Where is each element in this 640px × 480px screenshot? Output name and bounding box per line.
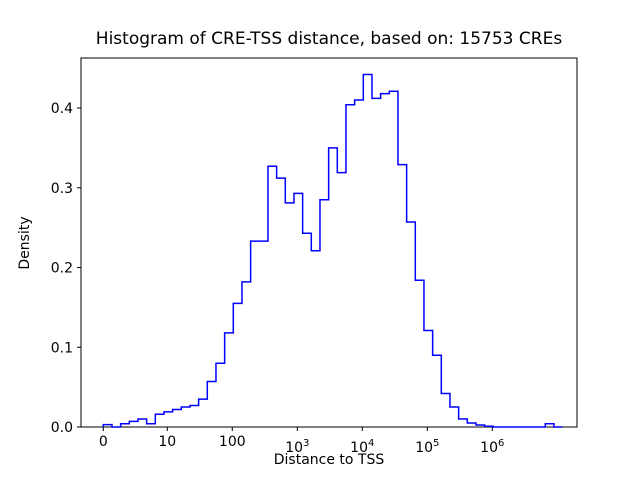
y-tick-label: 0.2	[51, 261, 73, 277]
y-axis-ticks: 0.0 0.1 0.2 0.3 0.4	[51, 101, 81, 436]
x-tick-label: 100	[219, 434, 246, 450]
y-tick-label: 0.3	[51, 181, 73, 197]
x-tick-label: 106	[480, 438, 504, 456]
x-tick-label: 103	[285, 438, 309, 456]
y-axis-label: Density	[17, 216, 33, 269]
chart-title: Histogram of CRE-TSS distance, based on:…	[96, 29, 563, 49]
y-tick-label: 0.1	[51, 340, 73, 356]
y-tick-label: 0.0	[51, 420, 73, 436]
x-tick-label: 10	[158, 434, 176, 450]
x-tick-label: 104	[350, 438, 374, 456]
histogram-step-line	[102, 73, 563, 428]
x-tick-label: 0	[99, 434, 108, 450]
y-tick-label: 0.4	[51, 101, 73, 117]
plot-frame	[80, 57, 578, 428]
x-tick-label: 105	[415, 438, 439, 456]
x-axis-label: Distance to TSS	[274, 452, 385, 468]
x-axis-ticks: 0 10 100 103 104 105 106	[99, 427, 504, 456]
